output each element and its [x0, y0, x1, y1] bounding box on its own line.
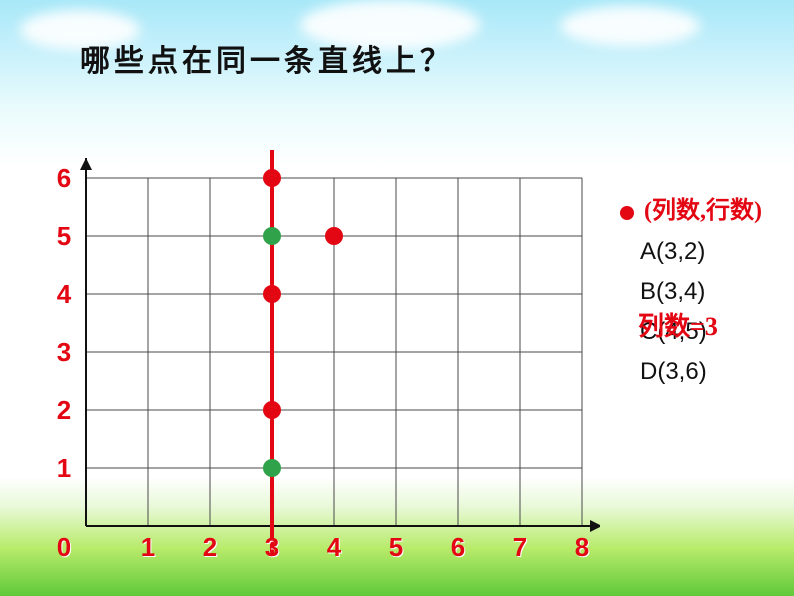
- svg-text:5: 5: [57, 221, 71, 251]
- svg-text:8: 8: [575, 532, 589, 562]
- svg-text:1: 1: [57, 453, 71, 483]
- svg-text:2: 2: [57, 395, 71, 425]
- point-label-b: B(3,4): [640, 278, 707, 306]
- svg-text:3: 3: [57, 337, 71, 367]
- svg-text:2: 2: [203, 532, 217, 562]
- page-title: 哪些点在同一条直线上？: [80, 36, 454, 80]
- point-label-d: D(3,6): [640, 358, 707, 386]
- legend-text: (列数,行数): [644, 198, 762, 224]
- overlay-note: 列数=3: [638, 306, 718, 343]
- coordinate-chart: 112233445566778811223344556600: [40, 150, 580, 560]
- chart-svg: 112233445566778811223344556600: [40, 150, 600, 580]
- svg-text:1: 1: [141, 532, 155, 562]
- svg-text:4: 4: [327, 532, 342, 562]
- svg-text:6: 6: [451, 532, 465, 562]
- svg-text:4: 4: [57, 279, 72, 309]
- svg-text:6: 6: [57, 163, 71, 193]
- cloud-deco: [560, 6, 700, 46]
- svg-text:5: 5: [389, 532, 403, 562]
- point-label-a: A(3,2): [640, 238, 707, 266]
- svg-text:7: 7: [513, 532, 527, 562]
- legend-dot-icon: [620, 206, 634, 220]
- legend: (列数,行数): [620, 190, 762, 225]
- svg-text:0: 0: [57, 532, 71, 562]
- svg-text:3: 3: [265, 532, 279, 562]
